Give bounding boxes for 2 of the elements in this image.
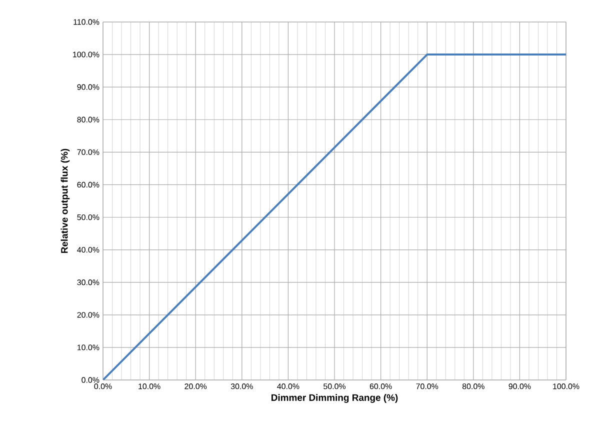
y-axis-title: Relative output flux (%) xyxy=(60,148,70,253)
x-axis-title: Dimmer Dimming Range (%) xyxy=(272,394,398,403)
